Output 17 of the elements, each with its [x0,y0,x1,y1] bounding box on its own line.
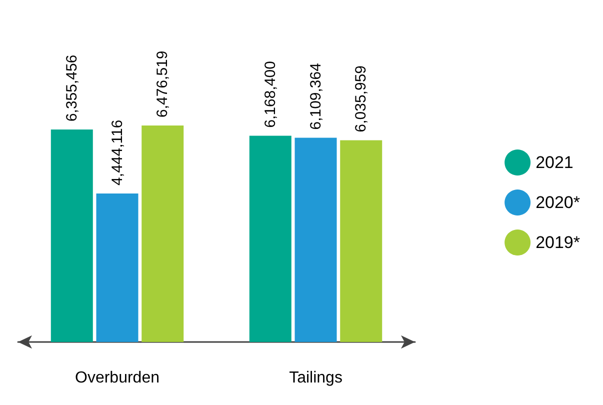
bar [294,138,337,342]
bar [249,136,292,342]
x-tick-label: Tailings [289,370,342,386]
data-label: 6,355,456 [63,54,80,122]
data-label: 4,444,116 [108,120,126,186]
legend-label: 2019* [536,233,580,252]
bar [340,140,382,342]
data-label: 6,168,400 [262,61,279,128]
legend-label: 2020* [536,193,580,212]
data-label: 6,109,364 [307,63,324,130]
legend-label: 2021 [536,153,574,172]
data-label: 6,476,519 [154,50,172,118]
bar [96,193,138,342]
bar [142,126,184,342]
bar [50,130,93,342]
data-label: 6,035,959 [352,65,370,132]
x-tick-label: Overburden [75,370,160,386]
